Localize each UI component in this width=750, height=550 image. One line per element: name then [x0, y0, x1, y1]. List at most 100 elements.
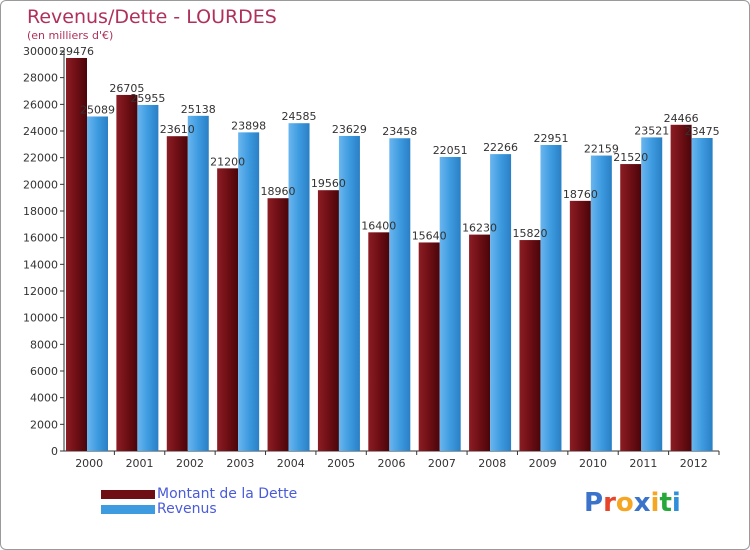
x-tick-label: 2007	[428, 457, 456, 470]
legend-label-dette: Montant de la Dette	[157, 486, 298, 502]
label-revenus-2003: 23898	[231, 119, 266, 132]
y-tick-label: 14000	[23, 258, 58, 271]
bar-dette-2008	[469, 234, 491, 451]
x-tick-label: 2005	[327, 457, 355, 470]
y-tick-label: 10000	[23, 312, 58, 325]
y-tick-label: 30000	[23, 45, 58, 58]
label-dette-2003: 21200	[210, 155, 245, 168]
y-tick-label: 26000	[23, 98, 58, 111]
bar-revenus-2001	[137, 104, 159, 451]
label-dette-2001: 26705	[109, 82, 144, 95]
chart-bars	[66, 57, 713, 452]
x-tick-label: 2002	[176, 457, 204, 470]
x-tick-label: 2009	[529, 457, 557, 470]
label-revenus-2001: 25955	[130, 92, 165, 105]
y-tick-label: 12000	[23, 285, 58, 298]
label-dette-2004: 18960	[261, 185, 296, 198]
x-tick-label: 2012	[680, 457, 708, 470]
bar-revenus-2012	[691, 138, 713, 451]
label-dette-2010: 18760	[563, 188, 598, 201]
x-tick-label: 2006	[378, 457, 406, 470]
bar-dette-2003	[217, 168, 239, 452]
logo-letter: i	[671, 488, 681, 518]
bar-dette-2000	[66, 57, 87, 452]
label-dette-2008: 16230	[462, 222, 497, 235]
chart-data-labels: 29476 26705 23610 21200 18960 19560 16400 15640…	[59, 45, 720, 242]
label-dette-2002: 23610	[160, 123, 195, 136]
label-revenus-2000: 25089	[80, 103, 115, 116]
bar-revenus-2004	[288, 123, 310, 451]
chart-title: Revenus/Dette - LOURDES	[27, 6, 277, 28]
y-tick-label: 18000	[23, 205, 58, 218]
legend-swatch-revenus	[101, 505, 155, 514]
y-tick-label: 6000	[30, 365, 58, 378]
bar-dette-2011	[620, 164, 642, 452]
bar-dette-2007	[418, 242, 440, 451]
chart-legend: Montant de la Dette Revenus	[101, 487, 297, 517]
label-revenus-2005: 23629	[332, 123, 367, 136]
bar-revenus-2000	[87, 116, 108, 451]
legend-item-dette: Montant de la Dette	[101, 487, 297, 502]
bar-dette-2002	[166, 136, 188, 451]
x-tick-label: 2010	[579, 457, 607, 470]
x-tick-label: 2008	[478, 457, 506, 470]
label-dette-2005: 19560	[311, 177, 346, 190]
x-tick-label: 2004	[277, 457, 305, 470]
label-revenus-2009: 22951	[533, 132, 568, 145]
y-tick-label: 0	[51, 445, 58, 458]
logo-letter: r	[603, 488, 616, 518]
label-revenus-2007: 22051	[433, 144, 468, 157]
label-revenus-2002: 25138	[181, 103, 216, 116]
bar-dette-2010	[569, 200, 591, 451]
bar-dette-2004	[267, 198, 289, 451]
label-dette-2007: 15640	[412, 229, 447, 242]
label-revenus-2006: 23458	[382, 125, 417, 138]
logo-letter: i	[650, 488, 660, 518]
x-tick-label: 2011	[629, 457, 657, 470]
logo-letter: P	[584, 488, 604, 518]
logo-letter: o	[615, 488, 634, 518]
bar-revenus-2006	[389, 138, 411, 451]
y-tick-label: 8000	[30, 338, 58, 351]
legend-label-revenus: Revenus	[157, 501, 217, 517]
label-revenus-2004: 24585	[282, 110, 317, 123]
x-tick-label: 2003	[226, 457, 254, 470]
legend-swatch-dette	[101, 490, 155, 499]
bar-revenus-2011	[641, 137, 663, 452]
label-dette-2011: 21520	[613, 151, 648, 164]
bar-dette-2009	[519, 240, 541, 451]
y-tick-label: 4000	[30, 392, 58, 405]
bar-dette-2006	[368, 232, 390, 451]
chart-subtitle: (en milliers d'€)	[27, 29, 114, 42]
bar-revenus-2005	[338, 135, 360, 452]
proxiti-logo: Proxiti	[584, 488, 681, 518]
label-revenus-2010: 22159	[584, 143, 619, 156]
bar-revenus-2002	[187, 115, 209, 452]
bar-revenus-2009	[540, 144, 562, 451]
bar-dette-2012	[670, 124, 692, 451]
logo-letter: t	[659, 488, 672, 518]
y-tick-label: 20000	[23, 178, 58, 191]
y-tick-label: 16000	[23, 232, 58, 245]
label-dette-2009: 15820	[512, 227, 547, 240]
bar-revenus-2008	[490, 154, 512, 451]
bar-revenus-2010	[590, 155, 612, 451]
bar-revenus-2003	[238, 132, 260, 452]
y-tick-label: 22000	[23, 152, 58, 165]
label-revenus-2008: 22266	[483, 141, 518, 154]
label-revenus-2012: 23475	[685, 125, 720, 138]
y-tick-label: 2000	[30, 418, 58, 431]
bar-dette-2001	[116, 94, 138, 451]
label-revenus-2011: 23521	[634, 124, 669, 137]
y-tick-label: 24000	[23, 125, 58, 138]
legend-item-revenus: Revenus	[101, 502, 297, 517]
bar-dette-2005	[317, 190, 339, 451]
x-tick-label: 2000	[75, 457, 103, 470]
bar-revenus-2007	[439, 156, 461, 451]
y-tick-label: 28000	[23, 72, 58, 85]
label-dette-2000: 29476	[59, 45, 94, 58]
logo-letter: x	[633, 488, 651, 518]
label-dette-2006: 16400	[361, 219, 396, 232]
